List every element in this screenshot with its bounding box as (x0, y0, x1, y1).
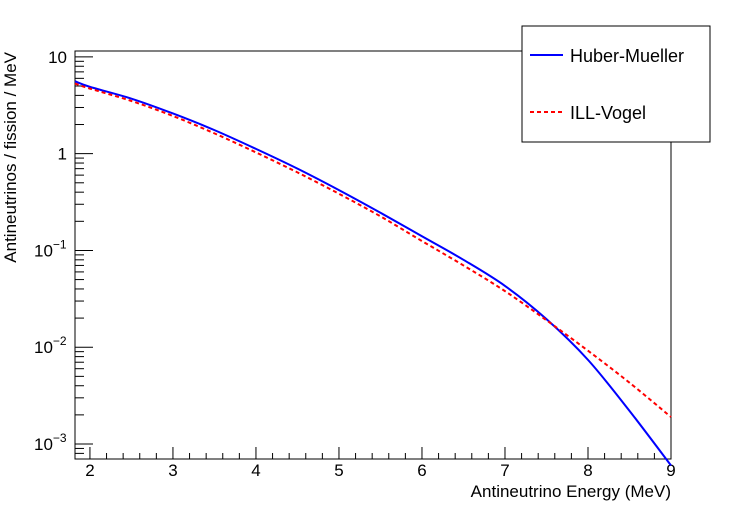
legend-box (521, 25, 711, 143)
legend-label-ill-vogel: ILL-Vogel (570, 103, 646, 123)
legend-label-huber-mueller: Huber-Mueller (570, 46, 684, 66)
y-tick-label: 10−1 (34, 237, 67, 260)
x-tick-label: 5 (334, 461, 343, 480)
axis-ticks (75, 56, 672, 460)
series-line-ill-vogel (74, 82, 672, 418)
series-lines (74, 80, 672, 467)
x-tick-label: 6 (417, 461, 426, 480)
x-tick-label: 2 (85, 461, 94, 480)
y-tick-label: 10−2 (34, 334, 67, 357)
y-tick-label: 10 (48, 48, 67, 67)
series-line-huber-mueller (74, 80, 672, 467)
legend: Huber-Mueller ILL-Vogel (521, 25, 711, 143)
x-tick-label: 8 (583, 461, 592, 480)
y-axis-title: Antineutrinos / fission / MeV (1, 51, 20, 262)
y-tick-labels: 10 1 10−1 10−2 10−3 (34, 48, 67, 454)
x-tick-label: 4 (251, 461, 260, 480)
y-tick-label: 10−3 (34, 431, 67, 454)
x-tick-label: 7 (500, 461, 509, 480)
y-tick-label: 1 (58, 145, 67, 164)
x-tick-label: 3 (168, 461, 177, 480)
x-tick-labels: 2 3 4 5 6 7 8 9 (85, 461, 676, 480)
x-axis-title: Antineutrino Energy (MeV) (471, 482, 671, 501)
x-tick-label: 9 (666, 461, 675, 480)
